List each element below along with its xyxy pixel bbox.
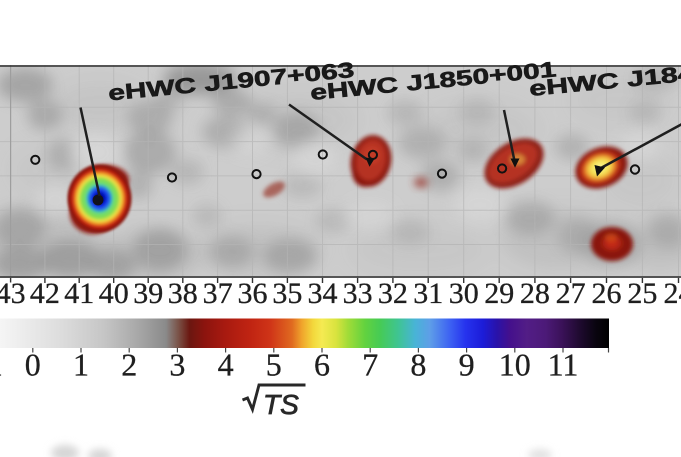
svg-text:25: 25: [627, 277, 657, 310]
svg-text:26: 26: [592, 277, 622, 310]
svg-text:7: 7: [362, 347, 378, 383]
svg-text:41: 41: [64, 277, 94, 310]
svg-text:37: 37: [203, 277, 233, 310]
svg-text:29: 29: [484, 277, 514, 310]
svg-text:1: 1: [73, 347, 89, 383]
svg-text:3: 3: [169, 347, 185, 383]
svg-text:39: 39: [133, 277, 163, 310]
svg-text:27: 27: [556, 277, 586, 310]
svg-text:TS: TS: [263, 389, 299, 420]
svg-text:8: 8: [410, 347, 426, 383]
svg-text:6: 6: [314, 347, 330, 383]
svg-text:30: 30: [449, 277, 479, 310]
svg-text:43: 43: [0, 277, 26, 310]
svg-text:0: 0: [25, 347, 41, 383]
svg-text:10: 10: [499, 347, 531, 383]
svg-text:32: 32: [378, 277, 408, 310]
svg-text:34: 34: [308, 277, 338, 310]
svg-text:9: 9: [459, 347, 475, 383]
svg-text:24: 24: [664, 277, 681, 310]
svg-text:36: 36: [238, 277, 268, 310]
svg-text:-1: -1: [0, 347, 3, 383]
svg-text:11: 11: [548, 347, 579, 383]
svg-text:38: 38: [168, 277, 198, 310]
svg-text:42: 42: [30, 277, 60, 310]
svg-text:31: 31: [413, 277, 443, 310]
svg-text:40: 40: [99, 277, 129, 310]
svg-text:4: 4: [218, 347, 234, 383]
svg-text:5: 5: [266, 347, 282, 383]
svg-text:35: 35: [272, 277, 302, 310]
svg-text:33: 33: [343, 277, 373, 310]
svg-text:2: 2: [121, 347, 137, 383]
svg-text:28: 28: [520, 277, 550, 310]
